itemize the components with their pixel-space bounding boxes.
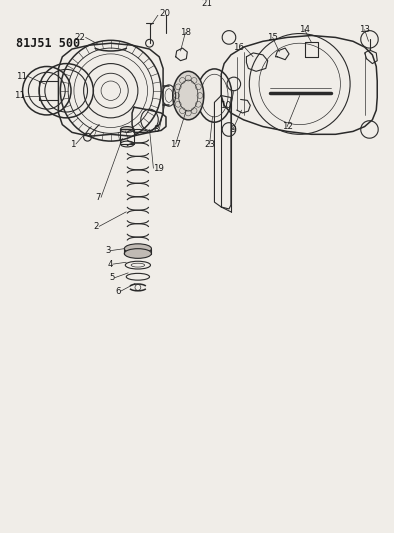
Text: 18: 18 — [180, 28, 191, 37]
Text: 7: 7 — [96, 193, 101, 202]
Text: 8: 8 — [154, 125, 159, 134]
Text: 15: 15 — [267, 33, 278, 42]
Text: 17: 17 — [170, 140, 181, 149]
Text: 4: 4 — [107, 260, 113, 269]
Text: 21: 21 — [202, 0, 213, 8]
Text: 9: 9 — [230, 125, 236, 134]
Text: 10: 10 — [220, 101, 231, 110]
Text: 14: 14 — [299, 25, 310, 34]
Ellipse shape — [125, 244, 151, 254]
Ellipse shape — [173, 71, 204, 120]
Ellipse shape — [125, 249, 151, 259]
Text: 20: 20 — [159, 9, 170, 18]
Text: 22: 22 — [74, 33, 85, 42]
Text: 6: 6 — [115, 287, 121, 296]
Text: 3: 3 — [105, 246, 111, 255]
Text: 11: 11 — [17, 71, 28, 80]
Text: 16: 16 — [234, 43, 245, 52]
Text: 81J51 500: 81J51 500 — [16, 37, 80, 51]
Text: 13: 13 — [359, 25, 370, 34]
Text: 2: 2 — [94, 222, 99, 231]
Text: 12: 12 — [282, 122, 293, 131]
Text: 23: 23 — [204, 140, 215, 149]
Text: 5: 5 — [109, 273, 115, 282]
Ellipse shape — [121, 126, 134, 132]
Text: 19: 19 — [153, 164, 164, 173]
Text: 11: 11 — [15, 91, 26, 100]
Text: 1: 1 — [71, 140, 76, 149]
